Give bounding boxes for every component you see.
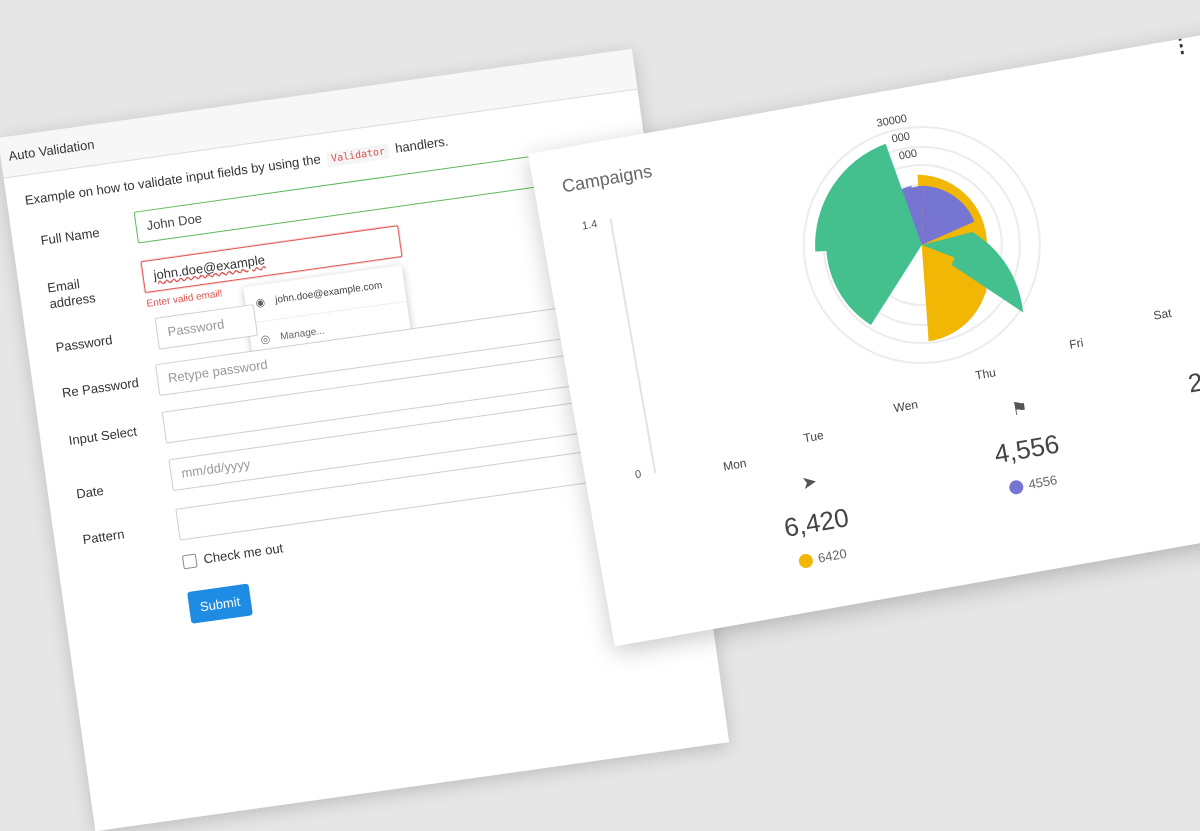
legend-dot	[1007, 478, 1024, 495]
date-label: Date	[75, 482, 105, 502]
polar-slice	[921, 185, 975, 246]
polar-area-chart: 30000 000 000	[802, 113, 1041, 365]
polar-slice	[921, 245, 955, 286]
radial-tick-label: 000	[891, 131, 911, 146]
checkbox-label: Check me out	[202, 540, 285, 567]
polar-slice	[921, 232, 1024, 313]
x-tick-label: Fri	[1068, 336, 1084, 352]
pattern-label: Pattern	[81, 526, 126, 548]
x-tick-label: Wen	[893, 397, 920, 415]
x-tick-label: Mon	[722, 456, 747, 474]
polar-grid-ring	[822, 146, 1021, 345]
radial-tick-label: 30000	[876, 113, 908, 130]
polar-slice	[815, 143, 922, 252]
autofill-manage-text: Manage...	[279, 325, 326, 343]
full-name-value: John Doe	[145, 210, 203, 234]
email-label: Email address	[46, 276, 97, 312]
campaigns-chart-panel: Campaigns ⋮ 1.4 0 30000 000 000 Mon	[528, 28, 1200, 647]
chart-canvas: 1.4 0 30000 000 000 Mon Tue Wen Thu Fri	[581, 113, 1173, 481]
y-tick-bottom: 0	[634, 468, 642, 481]
check-me-out[interactable]: Check me out	[181, 540, 285, 569]
password-placeholder: Password	[166, 316, 226, 340]
x-tick-label: Tue	[802, 428, 825, 445]
password-input[interactable]: Password	[154, 304, 259, 350]
submit-button[interactable]: Submit	[187, 583, 253, 624]
email-value: john.doe@example	[152, 252, 266, 283]
retype-placeholder: Retype password	[167, 356, 269, 386]
polar-slice	[826, 243, 922, 326]
radial-tick-label: 000	[898, 148, 918, 163]
input-select-label: Input Select	[67, 423, 138, 449]
date-placeholder: mm/dd/yyyy	[180, 456, 252, 481]
password-label: Password	[54, 332, 114, 355]
legend-dot	[797, 552, 814, 569]
x-tick-label: Thu	[974, 365, 997, 382]
y-axis-line	[609, 218, 657, 473]
checkbox[interactable]	[181, 553, 198, 569]
validator-code: Validator	[326, 143, 390, 168]
y-tick-top: 1.4	[581, 218, 598, 232]
re-password-label: Re Password	[61, 374, 140, 401]
full-name-label: Full Name	[39, 224, 101, 248]
description-suffix: handlers.	[394, 133, 450, 156]
autofill-suggestion-text: john.doe@example.com	[274, 280, 384, 306]
email-error: Enter valid email!	[145, 288, 224, 310]
polar-grid-ring	[802, 126, 1041, 365]
x-tick-label: Sat	[1152, 306, 1173, 323]
